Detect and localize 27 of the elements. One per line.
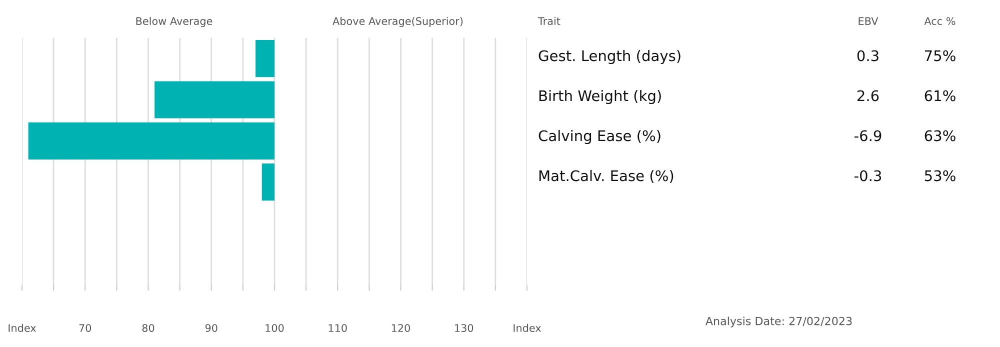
text: 75% (924, 50, 956, 62)
text: Trait (538, 16, 560, 26)
text: Below Average (136, 16, 212, 28)
text: 0.3 (857, 50, 878, 62)
text: -6.9 (854, 130, 882, 142)
text: Mat.Calv. Ease (%) (539, 170, 674, 183)
x-tick-label: 80 (142, 324, 154, 332)
x-tick-label: 70 (79, 324, 92, 332)
x-tick-label: 130 (455, 324, 474, 332)
x-tick-label: 90 (205, 324, 218, 332)
text: EBV (858, 17, 878, 25)
text: Acc % (924, 17, 956, 26)
text: 2.6 (857, 90, 879, 102)
text: Analysis Date: 27/02/2023 (705, 316, 852, 328)
text: 63% (924, 130, 956, 142)
text: 61% (924, 90, 956, 102)
text: -0.3 (854, 170, 882, 182)
x-tick-label: Index (8, 324, 36, 332)
x-tick-label: Index (514, 324, 541, 332)
x-tick-label: 110 (328, 324, 347, 332)
x-tick-label: 120 (392, 324, 410, 332)
text: Birth Weight (kg) (539, 90, 661, 104)
text: 53% (924, 170, 956, 182)
x-tick-label: 100 (266, 324, 284, 332)
text: Calving Ease (%) (538, 130, 660, 144)
text: Gest. Length (days) (538, 50, 680, 64)
text: Above Average(Superior) (332, 16, 463, 28)
